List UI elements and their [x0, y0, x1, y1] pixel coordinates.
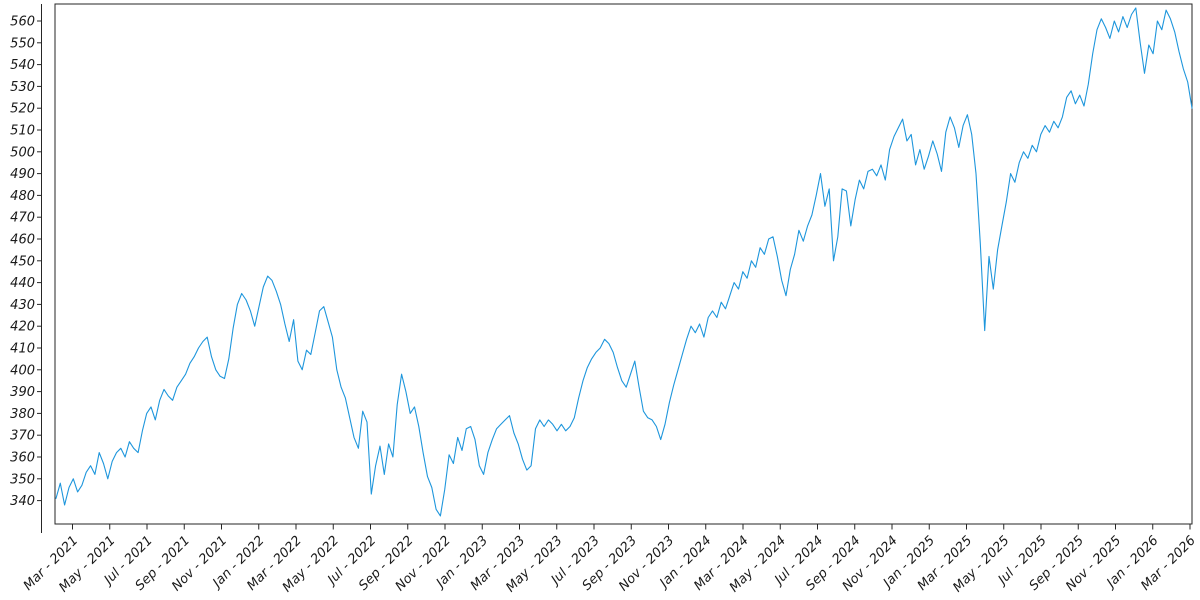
y-axis-tick-label: 540	[10, 58, 35, 73]
y-axis-tick-label: 430	[10, 298, 35, 313]
y-axis-tick-label: 380	[10, 407, 35, 422]
y-axis-tick-label: 420	[10, 320, 35, 335]
y-axis-tick-label: 530	[10, 80, 35, 95]
y-axis-tick-label: 370	[10, 429, 35, 444]
y-axis-tick-label: 440	[10, 276, 35, 291]
y-axis-tick-label: 340	[10, 494, 35, 509]
y-axis-tick-label: 460	[10, 233, 35, 248]
y-axis-tick-label: 560	[10, 15, 35, 30]
y-axis-tick-label: 480	[10, 189, 35, 204]
y-axis-tick-label: 450	[10, 254, 35, 269]
y-axis-tick-label: 510	[10, 124, 35, 139]
y-axis-tick-label: 400	[10, 363, 35, 378]
y-axis-tick-label: 350	[10, 472, 35, 487]
plot-border	[54, 3, 1193, 525]
y-axis-tick-label: 520	[10, 102, 35, 117]
y-axis-tick-label: 390	[10, 385, 35, 400]
y-axis-tick-label: 550	[10, 36, 35, 51]
y-axis-tick-label: 410	[10, 342, 35, 357]
y-axis-tick-label: 500	[10, 145, 35, 160]
y-axis-tick-label: 470	[10, 211, 35, 226]
price-line	[55, 7, 1193, 517]
y-axis-tick-label: 360	[10, 451, 35, 466]
y-axis-tick-label: 490	[10, 167, 35, 182]
